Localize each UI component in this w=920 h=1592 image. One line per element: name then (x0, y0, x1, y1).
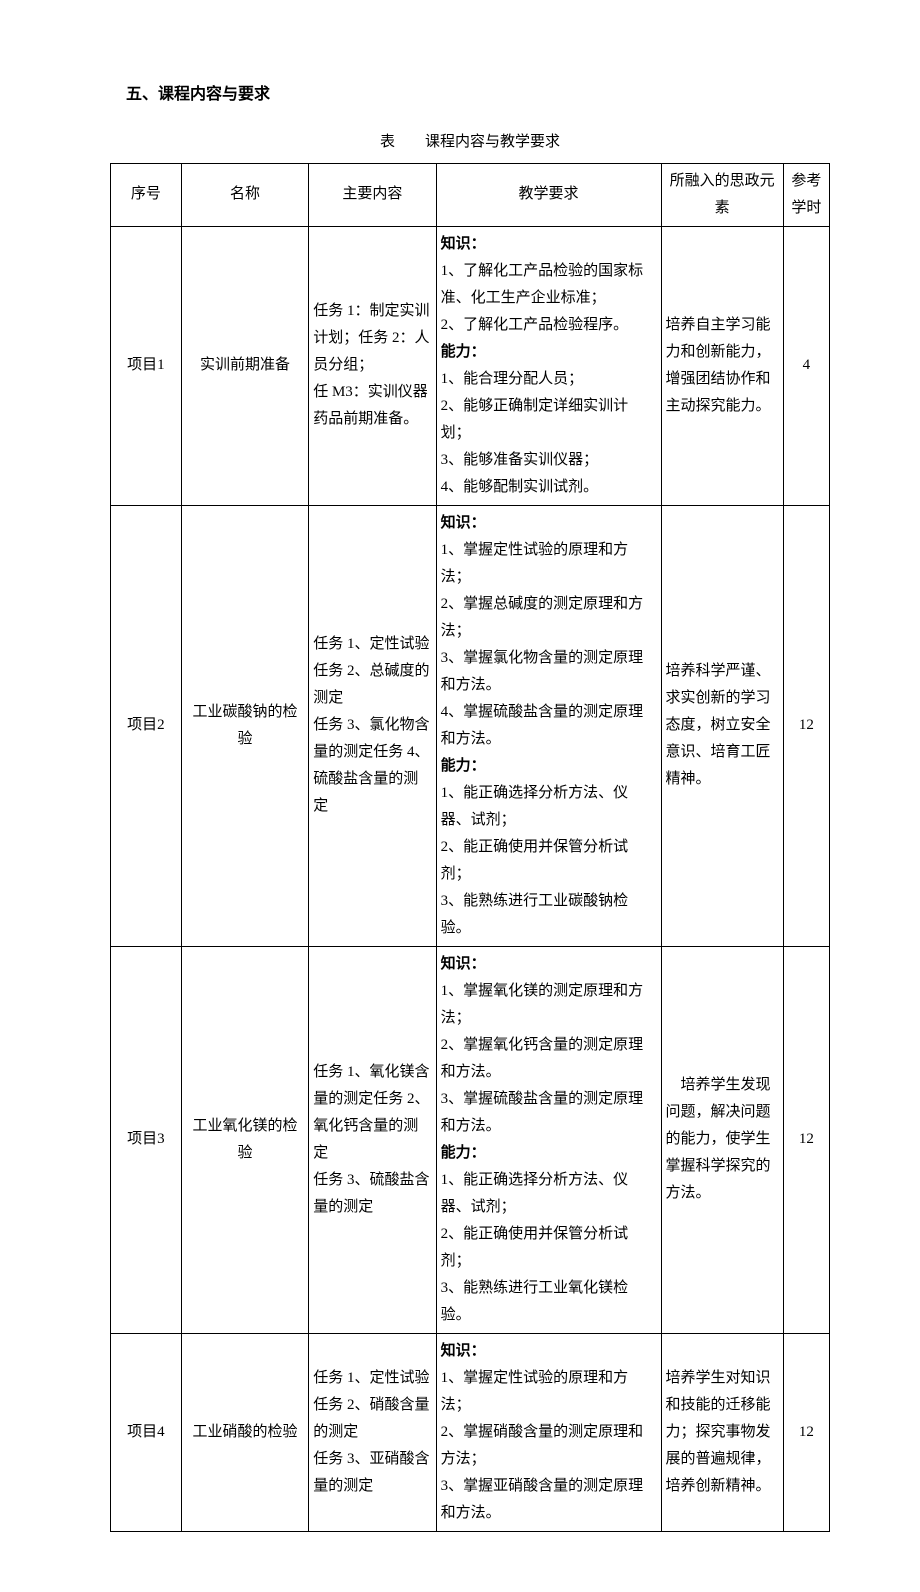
req-knowledge-text: 1、掌握定性试验的原理和方法； 2、掌握总碱度的测定原理和方法； 3、掌握氯化物… (441, 542, 644, 747)
cell-name: 工业硝酸的检验 (181, 1333, 308, 1531)
cell-req: 知识： 1、掌握定性试验的原理和方法； 2、掌握硝酸含量的测定原理和方法； 3、掌… (436, 1333, 661, 1531)
req-ability-label: 能力： (441, 758, 486, 774)
req-knowledge-label: 知识： (441, 1343, 486, 1359)
req-knowledge-text: 1、掌握定性试验的原理和方法； 2、掌握硝酸含量的测定原理和方法； 3、掌握亚硝… (441, 1370, 644, 1521)
header-hours: 参考学时 (783, 163, 829, 226)
cell-main: 任务 1、定性试验 任务 2、总碱度的测定 任务 3、氯化物含量的测定任务 4、… (309, 505, 436, 946)
header-name: 名称 (181, 163, 308, 226)
table-row: 项目1实训前期准备任务 1：制定实训计划；任务 2：人员分组； 任 M3：实训仪… (111, 226, 830, 505)
cell-hours: 12 (783, 1333, 829, 1531)
table-body: 项目1实训前期准备任务 1：制定实训计划；任务 2：人员分组； 任 M3：实训仪… (111, 226, 830, 1531)
req-knowledge-text: 1、了解化工产品检验的国家标准、化工生产企业标准； 2、了解化工产品检验程序。 (441, 263, 644, 333)
cell-ideo: 培养科学严谨、求实创新的学习态度，树立安全意识、培育工匠精神。 (661, 505, 783, 946)
req-ability-label: 能力： (441, 1145, 486, 1161)
cell-name: 工业氧化镁的检验 (181, 946, 308, 1333)
header-ideo: 所融入的思政元素 (661, 163, 783, 226)
cell-main: 任务 1、定性试验 任务 2、硝酸含量的测定 任务 3、亚硝酸含量的测定 (309, 1333, 436, 1531)
req-knowledge-label: 知识： (441, 956, 486, 972)
req-knowledge-text: 1、掌握氧化镁的测定原理和方法； 2、掌握氧化钙含量的测定原理和方法。 3、掌握… (441, 983, 644, 1134)
table-row: 项目2工业碳酸钠的检验任务 1、定性试验 任务 2、总碱度的测定 任务 3、氯化… (111, 505, 830, 946)
req-ability-text: 1、能正确选择分析方法、仪器、试剂； 2、能正确使用并保管分析试剂； 3、能熟练… (441, 785, 629, 936)
course-table: 序号 名称 主要内容 教学要求 所融入的思政元素 参考学时 项目1实训前期准备任… (110, 163, 830, 1532)
header-req: 教学要求 (436, 163, 661, 226)
cell-hours: 4 (783, 226, 829, 505)
cell-req: 知识： 1、掌握氧化镁的测定原理和方法； 2、掌握氧化钙含量的测定原理和方法。 3… (436, 946, 661, 1333)
header-index: 序号 (111, 163, 182, 226)
cell-hours: 12 (783, 946, 829, 1333)
cell-ideo: 培养自主学习能力和创新能力，增强团结协作和主动探究能力。 (661, 226, 783, 505)
req-ability-text: 1、能正确选择分析方法、仪器、试剂； 2、能正确使用并保管分析试剂； 3、能熟练… (441, 1172, 629, 1323)
cell-hours: 12 (783, 505, 829, 946)
cell-main: 任务 1、氧化镁含量的测定任务 2、氧化钙含量的测定 任务 3、硫酸盐含量的测定 (309, 946, 436, 1333)
req-ability-label: 能力： (441, 344, 486, 360)
cell-ideo: 培养学生对知识和技能的迁移能力；探究事物发展的普遍规律，培养创新精神。 (661, 1333, 783, 1531)
cell-index: 项目1 (111, 226, 182, 505)
cell-index: 项目2 (111, 505, 182, 946)
table-row: 项目3工业氧化镁的检验任务 1、氧化镁含量的测定任务 2、氧化钙含量的测定 任务… (111, 946, 830, 1333)
table-caption: 表 课程内容与教学要求 (110, 128, 830, 157)
cell-name: 实训前期准备 (181, 226, 308, 505)
table-row: 项目4工业硝酸的检验任务 1、定性试验 任务 2、硝酸含量的测定 任务 3、亚硝… (111, 1333, 830, 1531)
req-knowledge-label: 知识： (441, 236, 486, 252)
cell-req: 知识： 1、掌握定性试验的原理和方法； 2、掌握总碱度的测定原理和方法； 3、掌握… (436, 505, 661, 946)
cell-ideo: 培养学生发现问题，解决问题的能力，使学生掌握科学探究的方法。 (661, 946, 783, 1333)
req-ability-text: 1、能合理分配人员； 2、能够正确制定详细实训计划； 3、能够准备实训仪器； 4… (441, 371, 629, 495)
cell-name: 工业碳酸钠的检验 (181, 505, 308, 946)
header-main: 主要内容 (309, 163, 436, 226)
cell-req: 知识： 1、了解化工产品检验的国家标准、化工生产企业标准； 2、了解化工产品检验程… (436, 226, 661, 505)
table-header-row: 序号 名称 主要内容 教学要求 所融入的思政元素 参考学时 (111, 163, 830, 226)
cell-index: 项目4 (111, 1333, 182, 1531)
req-knowledge-label: 知识： (441, 515, 486, 531)
cell-index: 项目3 (111, 946, 182, 1333)
cell-main: 任务 1：制定实训计划；任务 2：人员分组； 任 M3：实训仪器药品前期准备。 (309, 226, 436, 505)
section-title: 五、课程内容与要求 (110, 80, 830, 110)
